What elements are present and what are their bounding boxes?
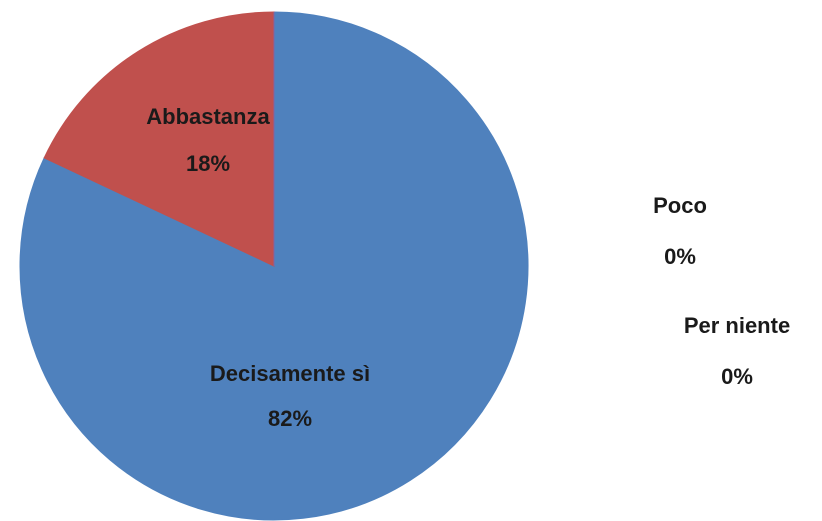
slice-label: Per niente bbox=[684, 313, 790, 338]
pie-slice bbox=[43, 11, 275, 267]
slice-value-label: 0% bbox=[664, 244, 696, 269]
slice-label: Abbastanza bbox=[146, 104, 270, 129]
slice-label: Poco bbox=[653, 193, 707, 218]
slice-value-label: 0% bbox=[721, 364, 753, 389]
slice-label: Decisamente sì bbox=[210, 361, 370, 386]
slice-value-label: 82% bbox=[268, 406, 312, 431]
slice-value-label: 18% bbox=[186, 151, 230, 176]
